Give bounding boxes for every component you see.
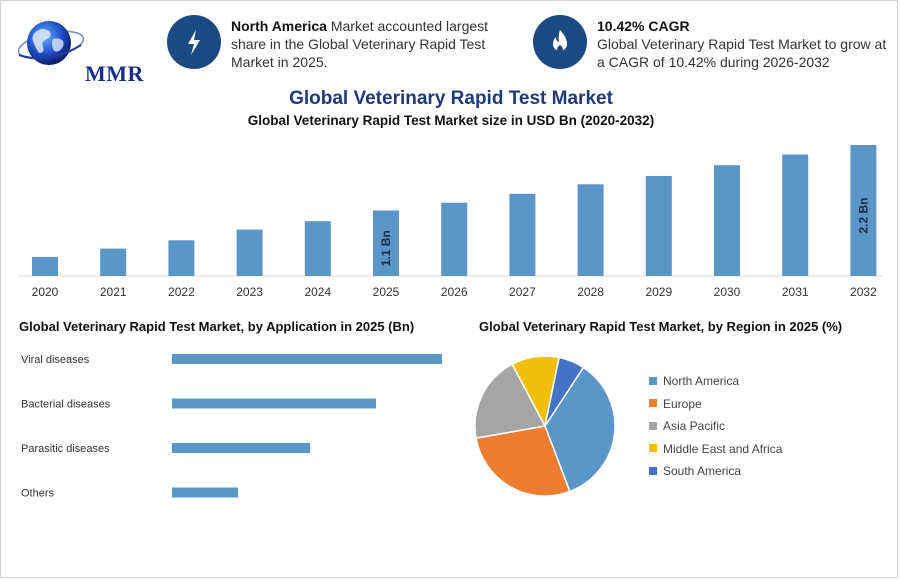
legend-swatch	[649, 376, 657, 385]
bar-2023	[236, 229, 263, 276]
category-label: Others	[21, 488, 55, 500]
globe-icon	[17, 21, 85, 65]
app-bar	[172, 354, 442, 364]
bar-2020	[32, 256, 58, 276]
highlight-text: Global Veterinary Rapid Test Market to g…	[597, 36, 887, 70]
x-tick-label: 2020	[32, 285, 59, 299]
legend-item: North America	[649, 374, 739, 388]
legend-swatch	[649, 399, 657, 408]
category-label: Bacterial diseases	[21, 399, 111, 411]
page-title: Global Veterinary Rapid Test Market	[289, 88, 613, 109]
application-bar-chart: Viral diseases Bacterial diseases Parasiti…	[21, 354, 442, 500]
x-tick-label: 2028	[577, 285, 604, 299]
lightning-icon	[188, 30, 200, 55]
app-bar	[172, 443, 310, 453]
legend-item: Europe	[649, 397, 702, 411]
legend-item: Asia Pacific	[649, 419, 725, 433]
data-label-2032: 2.2 Bn	[856, 197, 870, 233]
x-tick-label: 2023	[236, 285, 263, 299]
legend-label: South America	[663, 464, 742, 478]
legend-swatch	[649, 421, 657, 430]
bar-2029	[645, 175, 672, 276]
mmr-logo: MMR	[15, 13, 145, 86]
legend-swatch	[649, 466, 657, 475]
pie-slice-europe	[475, 425, 571, 497]
highlight-north-america: North America Market accounted largest s…	[231, 17, 511, 71]
category-label: Parasitic diseases	[21, 443, 110, 455]
flame-icon	[553, 30, 567, 53]
x-tick-label: 2031	[782, 285, 809, 299]
market-size-bar-chart: 2020 2021 2022 2023 2024 2025 1.1 Bn 2026 2027 20…	[19, 145, 883, 299]
app-bar	[172, 398, 376, 409]
bar-2026	[441, 202, 468, 276]
x-tick-label: 2026	[441, 285, 468, 299]
bar-2021	[100, 248, 127, 276]
x-tick-label: 2024	[304, 285, 331, 299]
legend-item: Middle East and Africa	[649, 442, 782, 456]
x-tick-label: 2021	[100, 285, 127, 299]
bar-2027	[509, 193, 536, 276]
pie-slice-south-america	[544, 356, 585, 427]
x-tick-label: 2027	[509, 285, 536, 299]
app-bar	[172, 487, 238, 498]
highlight-bold: 10.42% CAGR	[597, 18, 690, 34]
bar-2022	[168, 240, 195, 276]
x-tick-label: 2032	[850, 285, 877, 299]
pie-slice-north-america	[544, 366, 616, 493]
legend-item: South America	[649, 464, 741, 478]
bar-2025	[373, 210, 399, 276]
region-chart-title: Global Veterinary Rapid Test Market, by …	[479, 319, 843, 334]
x-tick-label: 2022	[168, 285, 195, 299]
highlight-cagr: 10.42% CAGR Global Veterinary Rapid Test…	[597, 17, 893, 71]
x-tick-label: 2030	[714, 285, 741, 299]
data-label-2025: 1.1 Bn	[379, 230, 393, 266]
legend-swatch	[649, 444, 657, 453]
bar-2032	[850, 145, 877, 276]
bar-2024	[304, 221, 331, 276]
bar-2031	[782, 154, 809, 276]
legend-label: Asia Pacific	[663, 419, 726, 433]
legend-label: North America	[663, 374, 740, 388]
logo-text: MMR	[85, 61, 144, 86]
legend-label: Europe	[663, 396, 702, 411]
chart-subtitle: Global Veterinary Rapid Test Market size…	[247, 113, 655, 128]
pie-slice-asia-pacific	[474, 363, 547, 439]
application-chart-title: Global Veterinary Rapid Test Market, by …	[19, 319, 415, 334]
highlight-bold: North America	[231, 18, 327, 34]
x-tick-label: 2029	[645, 285, 672, 299]
category-label: Viral diseases	[21, 354, 90, 366]
highlight-icon-circle	[533, 15, 587, 69]
legend-label: Middle East and Africa	[663, 441, 783, 456]
highlight-text: Market accounted largest share in the Gl…	[231, 18, 489, 70]
bar-2030	[714, 165, 740, 276]
x-tick-label: 2025	[373, 285, 400, 299]
highlight-icon-circle	[167, 15, 221, 69]
bar-2028	[577, 184, 604, 276]
region-pie-chart	[474, 355, 616, 497]
